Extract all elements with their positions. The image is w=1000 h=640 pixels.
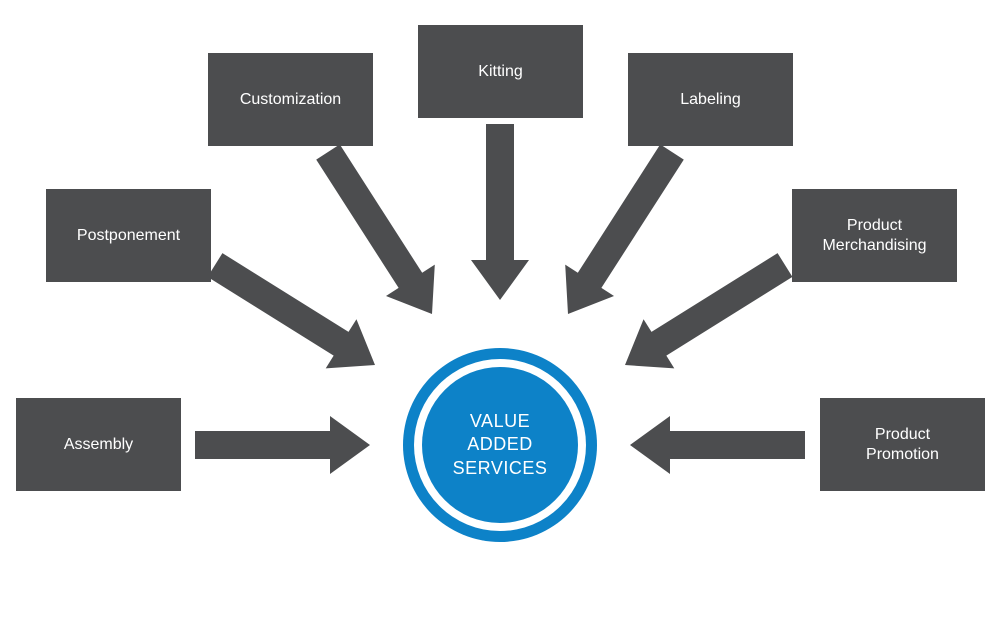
box-label: Postponement: [77, 226, 180, 246]
center-label: VALUEADDEDSERVICES: [453, 410, 548, 480]
box-label: Labeling: [680, 90, 741, 110]
box-assembly: Assembly: [16, 398, 181, 491]
box-promotion: ProductPromotion: [820, 398, 985, 491]
box-label: Customization: [240, 90, 341, 110]
box-merchandising: ProductMerchandising: [792, 189, 957, 282]
arrow-labeling: [565, 144, 684, 314]
box-label: Assembly: [64, 435, 133, 455]
arrow-customization: [316, 144, 435, 314]
box-postponement: Postponement: [46, 189, 211, 282]
diagram-stage: Assembly Postponement Customization Kitt…: [0, 0, 1000, 640]
box-labeling: Labeling: [628, 53, 793, 146]
box-label: ProductMerchandising: [822, 216, 926, 256]
arrow-postponement: [208, 253, 375, 368]
arrow-kitting: [471, 124, 529, 300]
arrow-promotion: [630, 416, 805, 474]
box-label: ProductPromotion: [866, 425, 939, 465]
arrow-assembly: [195, 416, 370, 474]
box-kitting: Kitting: [418, 25, 583, 118]
center-circle-inner: VALUEADDEDSERVICES: [422, 367, 578, 523]
arrow-merchandising: [625, 253, 792, 368]
box-label: Kitting: [478, 62, 522, 82]
box-customization: Customization: [208, 53, 373, 146]
